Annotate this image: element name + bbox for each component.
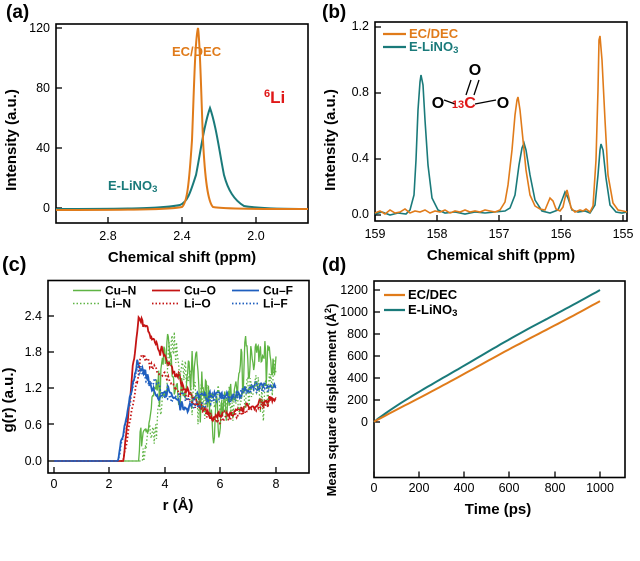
svg-text:1.2: 1.2 — [352, 19, 369, 33]
svg-text:Li–N: Li–N — [105, 297, 131, 311]
svg-text:2.4: 2.4 — [25, 309, 42, 323]
svg-text:159: 159 — [365, 227, 386, 241]
svg-text:2.4: 2.4 — [173, 229, 190, 243]
svg-text:1.8: 1.8 — [25, 345, 42, 359]
svg-text:2.0: 2.0 — [247, 229, 264, 243]
svg-text:r (Å): r (Å) — [163, 497, 194, 514]
svg-text:200: 200 — [409, 481, 430, 495]
svg-text:0.4: 0.4 — [352, 151, 369, 165]
svg-text:(c): (c) — [2, 254, 26, 276]
svg-text:600: 600 — [347, 349, 368, 363]
svg-text:EC/DEC: EC/DEC — [408, 287, 458, 302]
svg-text:E-LiNO3: E-LiNO3 — [108, 178, 157, 195]
svg-text:Cu–N: Cu–N — [105, 284, 136, 298]
svg-text:400: 400 — [454, 481, 475, 495]
svg-text:0.8: 0.8 — [352, 85, 369, 99]
svg-text:g(r) (a.u.): g(r) (a.u.) — [0, 368, 17, 433]
svg-text:200: 200 — [347, 393, 368, 407]
svg-text:O: O — [469, 62, 481, 79]
svg-text:0.0: 0.0 — [352, 207, 369, 221]
svg-text:80: 80 — [36, 81, 50, 95]
svg-text:(b): (b) — [322, 2, 346, 23]
svg-text:0.6: 0.6 — [25, 418, 42, 432]
svg-text:Cu–F: Cu–F — [263, 284, 293, 298]
svg-text:Cu–O: Cu–O — [184, 284, 216, 298]
svg-text:6Li: 6Li — [264, 88, 285, 107]
svg-text:C: C — [464, 95, 476, 112]
svg-text:120: 120 — [29, 21, 50, 35]
svg-text:157: 157 — [489, 227, 510, 241]
svg-text:Li–O: Li–O — [184, 297, 211, 311]
svg-text:E-LiNO3: E-LiNO3 — [408, 302, 457, 319]
svg-text:Chemical shift (ppm): Chemical shift (ppm) — [427, 247, 575, 264]
svg-text:0.0: 0.0 — [25, 454, 42, 468]
svg-text:1000: 1000 — [340, 305, 368, 319]
svg-text:E-LiNO3: E-LiNO3 — [409, 39, 458, 56]
svg-text:O: O — [497, 95, 509, 112]
svg-text:8: 8 — [273, 477, 280, 491]
svg-text:2.8: 2.8 — [99, 229, 116, 243]
svg-text:Mean square displacement (Å2): Mean square displacement (Å2) — [323, 304, 339, 497]
svg-text:158: 158 — [427, 227, 448, 241]
svg-text:Li–F: Li–F — [263, 297, 288, 311]
svg-text:0: 0 — [51, 477, 58, 491]
svg-text:(a): (a) — [6, 2, 29, 23]
svg-text:1200: 1200 — [340, 283, 368, 297]
svg-text:2: 2 — [106, 477, 113, 491]
svg-text:40: 40 — [36, 141, 50, 155]
svg-text:1.2: 1.2 — [25, 381, 42, 395]
svg-text:600: 600 — [499, 481, 520, 495]
svg-text:Intensity (a.u.): Intensity (a.u.) — [322, 89, 339, 191]
svg-text:EC/DEC: EC/DEC — [172, 44, 222, 59]
svg-text:O: O — [432, 95, 444, 112]
svg-text:0: 0 — [361, 415, 368, 429]
svg-text:13: 13 — [452, 99, 464, 111]
svg-text:800: 800 — [347, 327, 368, 341]
svg-text:Chemical shift (ppm): Chemical shift (ppm) — [108, 249, 256, 266]
svg-text:400: 400 — [347, 371, 368, 385]
svg-text:0: 0 — [371, 481, 378, 495]
svg-text:(d): (d) — [322, 255, 346, 276]
svg-text:156: 156 — [551, 227, 572, 241]
svg-text:4: 4 — [162, 477, 169, 491]
svg-text:155: 155 — [613, 227, 634, 241]
svg-text:1000: 1000 — [586, 481, 614, 495]
svg-text:6: 6 — [217, 477, 224, 491]
svg-text:0: 0 — [43, 201, 50, 215]
svg-text:800: 800 — [545, 481, 566, 495]
svg-text:Intensity (a.u.): Intensity (a.u.) — [3, 89, 20, 191]
svg-text:Time (ps): Time (ps) — [465, 501, 531, 518]
